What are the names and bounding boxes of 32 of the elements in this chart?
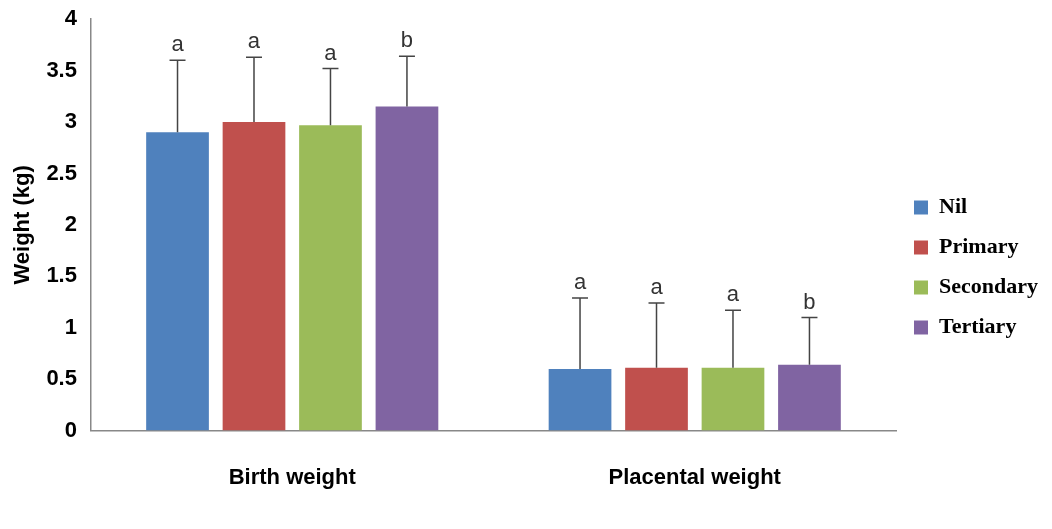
- annotation: a: [324, 39, 338, 65]
- y-tick-label: 0: [64, 416, 77, 442]
- annotation: a: [171, 31, 185, 57]
- y-tick-label: 0.5: [46, 365, 77, 391]
- y-tick-label: 1.5: [46, 262, 77, 288]
- x-tick-label: Birth weight: [228, 463, 357, 489]
- annotation: a: [726, 281, 740, 307]
- y-tick-label: 3: [64, 108, 77, 134]
- annotation: b: [803, 288, 816, 314]
- y-tick-label: 3.5: [46, 56, 77, 82]
- annotation: a: [573, 268, 587, 294]
- annotation: a: [247, 28, 261, 54]
- bar: [146, 132, 209, 431]
- annotation: b: [400, 27, 414, 53]
- y-tick-label: 1: [64, 313, 77, 339]
- bar: [375, 106, 439, 431]
- bar: [548, 368, 612, 431]
- legend-label: Secondary: [939, 273, 1038, 299]
- y-axis-title: Weight (kg): [9, 165, 35, 285]
- bar: [625, 367, 688, 431]
- bar: [701, 367, 765, 431]
- bar: [299, 125, 362, 431]
- legend-label: Tertiary: [939, 313, 1017, 339]
- y-tick-label: 2.5: [46, 159, 77, 185]
- bar: [778, 364, 841, 431]
- annotation: a: [650, 274, 664, 300]
- y-tick-label: 2: [64, 210, 77, 236]
- legend-label: Primary: [939, 233, 1019, 259]
- y-tick-label: 4: [64, 5, 78, 31]
- legend-label: Nil: [939, 193, 968, 219]
- x-tick-label: Placental weight: [608, 463, 782, 489]
- bar: [222, 122, 286, 431]
